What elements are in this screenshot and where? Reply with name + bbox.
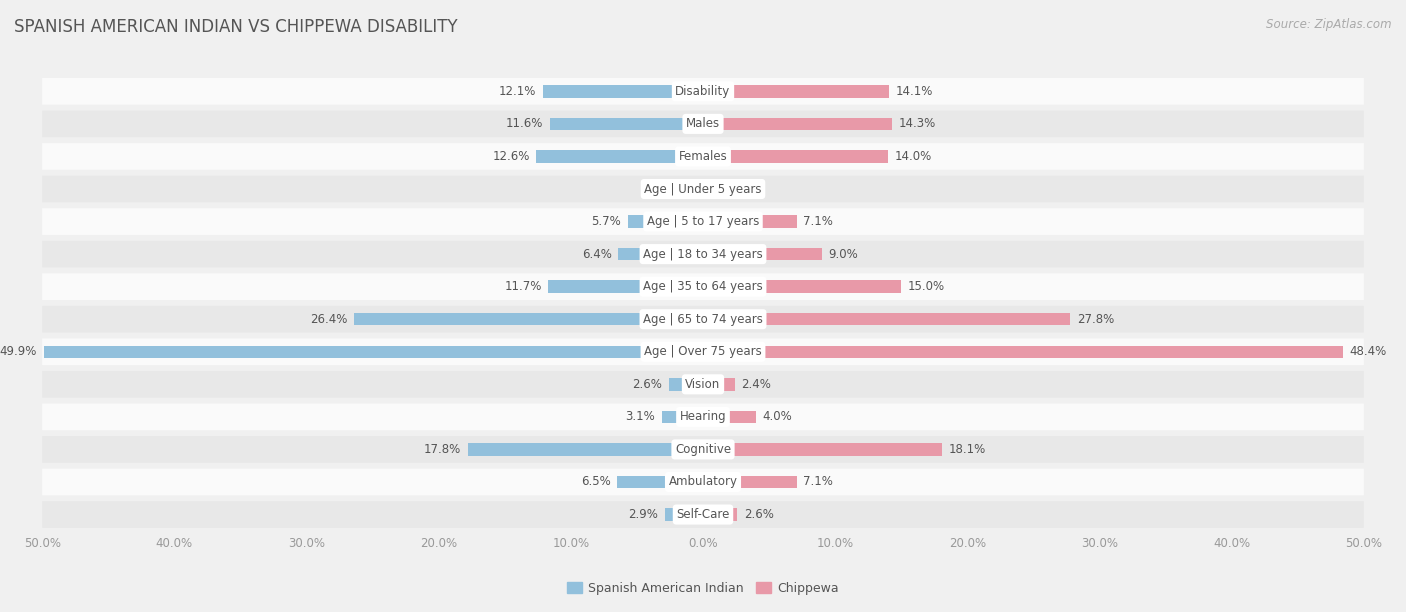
- Bar: [703, 151, 889, 163]
- Text: Age | 5 to 17 years: Age | 5 to 17 years: [647, 215, 759, 228]
- Text: Age | Over 75 years: Age | Over 75 years: [644, 345, 762, 358]
- Text: 6.5%: 6.5%: [581, 476, 610, 488]
- Text: 14.1%: 14.1%: [896, 85, 934, 98]
- Bar: [686, 183, 703, 195]
- Text: 14.0%: 14.0%: [894, 150, 932, 163]
- Bar: [703, 280, 901, 293]
- Text: 12.6%: 12.6%: [492, 150, 530, 163]
- Text: 27.8%: 27.8%: [1077, 313, 1115, 326]
- Text: 1.9%: 1.9%: [735, 182, 765, 195]
- Text: Age | 18 to 34 years: Age | 18 to 34 years: [643, 248, 763, 261]
- Bar: [44, 346, 703, 358]
- Bar: [548, 280, 703, 293]
- Text: Males: Males: [686, 118, 720, 130]
- Bar: [703, 378, 735, 390]
- FancyBboxPatch shape: [42, 176, 1364, 203]
- Text: Vision: Vision: [685, 378, 721, 391]
- Bar: [703, 443, 942, 455]
- Text: 12.1%: 12.1%: [499, 85, 537, 98]
- FancyBboxPatch shape: [42, 274, 1364, 300]
- Text: Hearing: Hearing: [679, 411, 727, 424]
- FancyBboxPatch shape: [42, 143, 1364, 170]
- FancyBboxPatch shape: [42, 371, 1364, 398]
- Text: 7.1%: 7.1%: [803, 215, 834, 228]
- FancyBboxPatch shape: [42, 111, 1364, 137]
- Text: 2.6%: 2.6%: [633, 378, 662, 391]
- Text: 7.1%: 7.1%: [803, 476, 834, 488]
- Text: Age | 65 to 74 years: Age | 65 to 74 years: [643, 313, 763, 326]
- Text: Age | Under 5 years: Age | Under 5 years: [644, 182, 762, 195]
- Bar: [703, 313, 1070, 326]
- Bar: [703, 118, 891, 130]
- Text: Ambulatory: Ambulatory: [668, 476, 738, 488]
- Legend: Spanish American Indian, Chippewa: Spanish American Indian, Chippewa: [562, 577, 844, 600]
- Bar: [617, 476, 703, 488]
- FancyBboxPatch shape: [42, 338, 1364, 365]
- Bar: [703, 183, 728, 195]
- Bar: [703, 248, 823, 260]
- FancyBboxPatch shape: [42, 208, 1364, 235]
- Text: Females: Females: [679, 150, 727, 163]
- FancyBboxPatch shape: [42, 78, 1364, 105]
- FancyBboxPatch shape: [42, 501, 1364, 528]
- Text: 17.8%: 17.8%: [423, 443, 461, 456]
- Text: Disability: Disability: [675, 85, 731, 98]
- Bar: [703, 509, 737, 521]
- Text: SPANISH AMERICAN INDIAN VS CHIPPEWA DISABILITY: SPANISH AMERICAN INDIAN VS CHIPPEWA DISA…: [14, 18, 458, 36]
- Bar: [354, 313, 703, 326]
- Text: 26.4%: 26.4%: [311, 313, 347, 326]
- Text: 2.9%: 2.9%: [628, 508, 658, 521]
- Bar: [703, 476, 797, 488]
- FancyBboxPatch shape: [42, 306, 1364, 332]
- Text: 1.3%: 1.3%: [650, 182, 679, 195]
- Text: 48.4%: 48.4%: [1350, 345, 1386, 358]
- Bar: [703, 85, 890, 97]
- Bar: [703, 411, 756, 423]
- Text: 49.9%: 49.9%: [0, 345, 37, 358]
- Bar: [468, 443, 703, 455]
- Text: 14.3%: 14.3%: [898, 118, 936, 130]
- Text: 6.4%: 6.4%: [582, 248, 612, 261]
- Text: 3.1%: 3.1%: [626, 411, 655, 424]
- FancyBboxPatch shape: [42, 469, 1364, 495]
- FancyBboxPatch shape: [42, 241, 1364, 267]
- Text: Cognitive: Cognitive: [675, 443, 731, 456]
- Text: 2.4%: 2.4%: [741, 378, 772, 391]
- FancyBboxPatch shape: [42, 436, 1364, 463]
- Text: 5.7%: 5.7%: [592, 215, 621, 228]
- Text: 9.0%: 9.0%: [828, 248, 858, 261]
- Text: Age | 35 to 64 years: Age | 35 to 64 years: [643, 280, 763, 293]
- Text: 11.6%: 11.6%: [506, 118, 543, 130]
- Text: 18.1%: 18.1%: [949, 443, 986, 456]
- Bar: [665, 509, 703, 521]
- FancyBboxPatch shape: [42, 403, 1364, 430]
- Text: 11.7%: 11.7%: [505, 280, 541, 293]
- Bar: [669, 378, 703, 390]
- Text: 4.0%: 4.0%: [762, 411, 792, 424]
- Bar: [537, 151, 703, 163]
- Bar: [662, 411, 703, 423]
- Bar: [619, 248, 703, 260]
- Text: Source: ZipAtlas.com: Source: ZipAtlas.com: [1267, 18, 1392, 31]
- Bar: [627, 215, 703, 228]
- Text: Self-Care: Self-Care: [676, 508, 730, 521]
- Bar: [703, 346, 1343, 358]
- Bar: [703, 215, 797, 228]
- Text: 2.6%: 2.6%: [744, 508, 773, 521]
- Text: 15.0%: 15.0%: [908, 280, 945, 293]
- Bar: [550, 118, 703, 130]
- Bar: [543, 85, 703, 97]
